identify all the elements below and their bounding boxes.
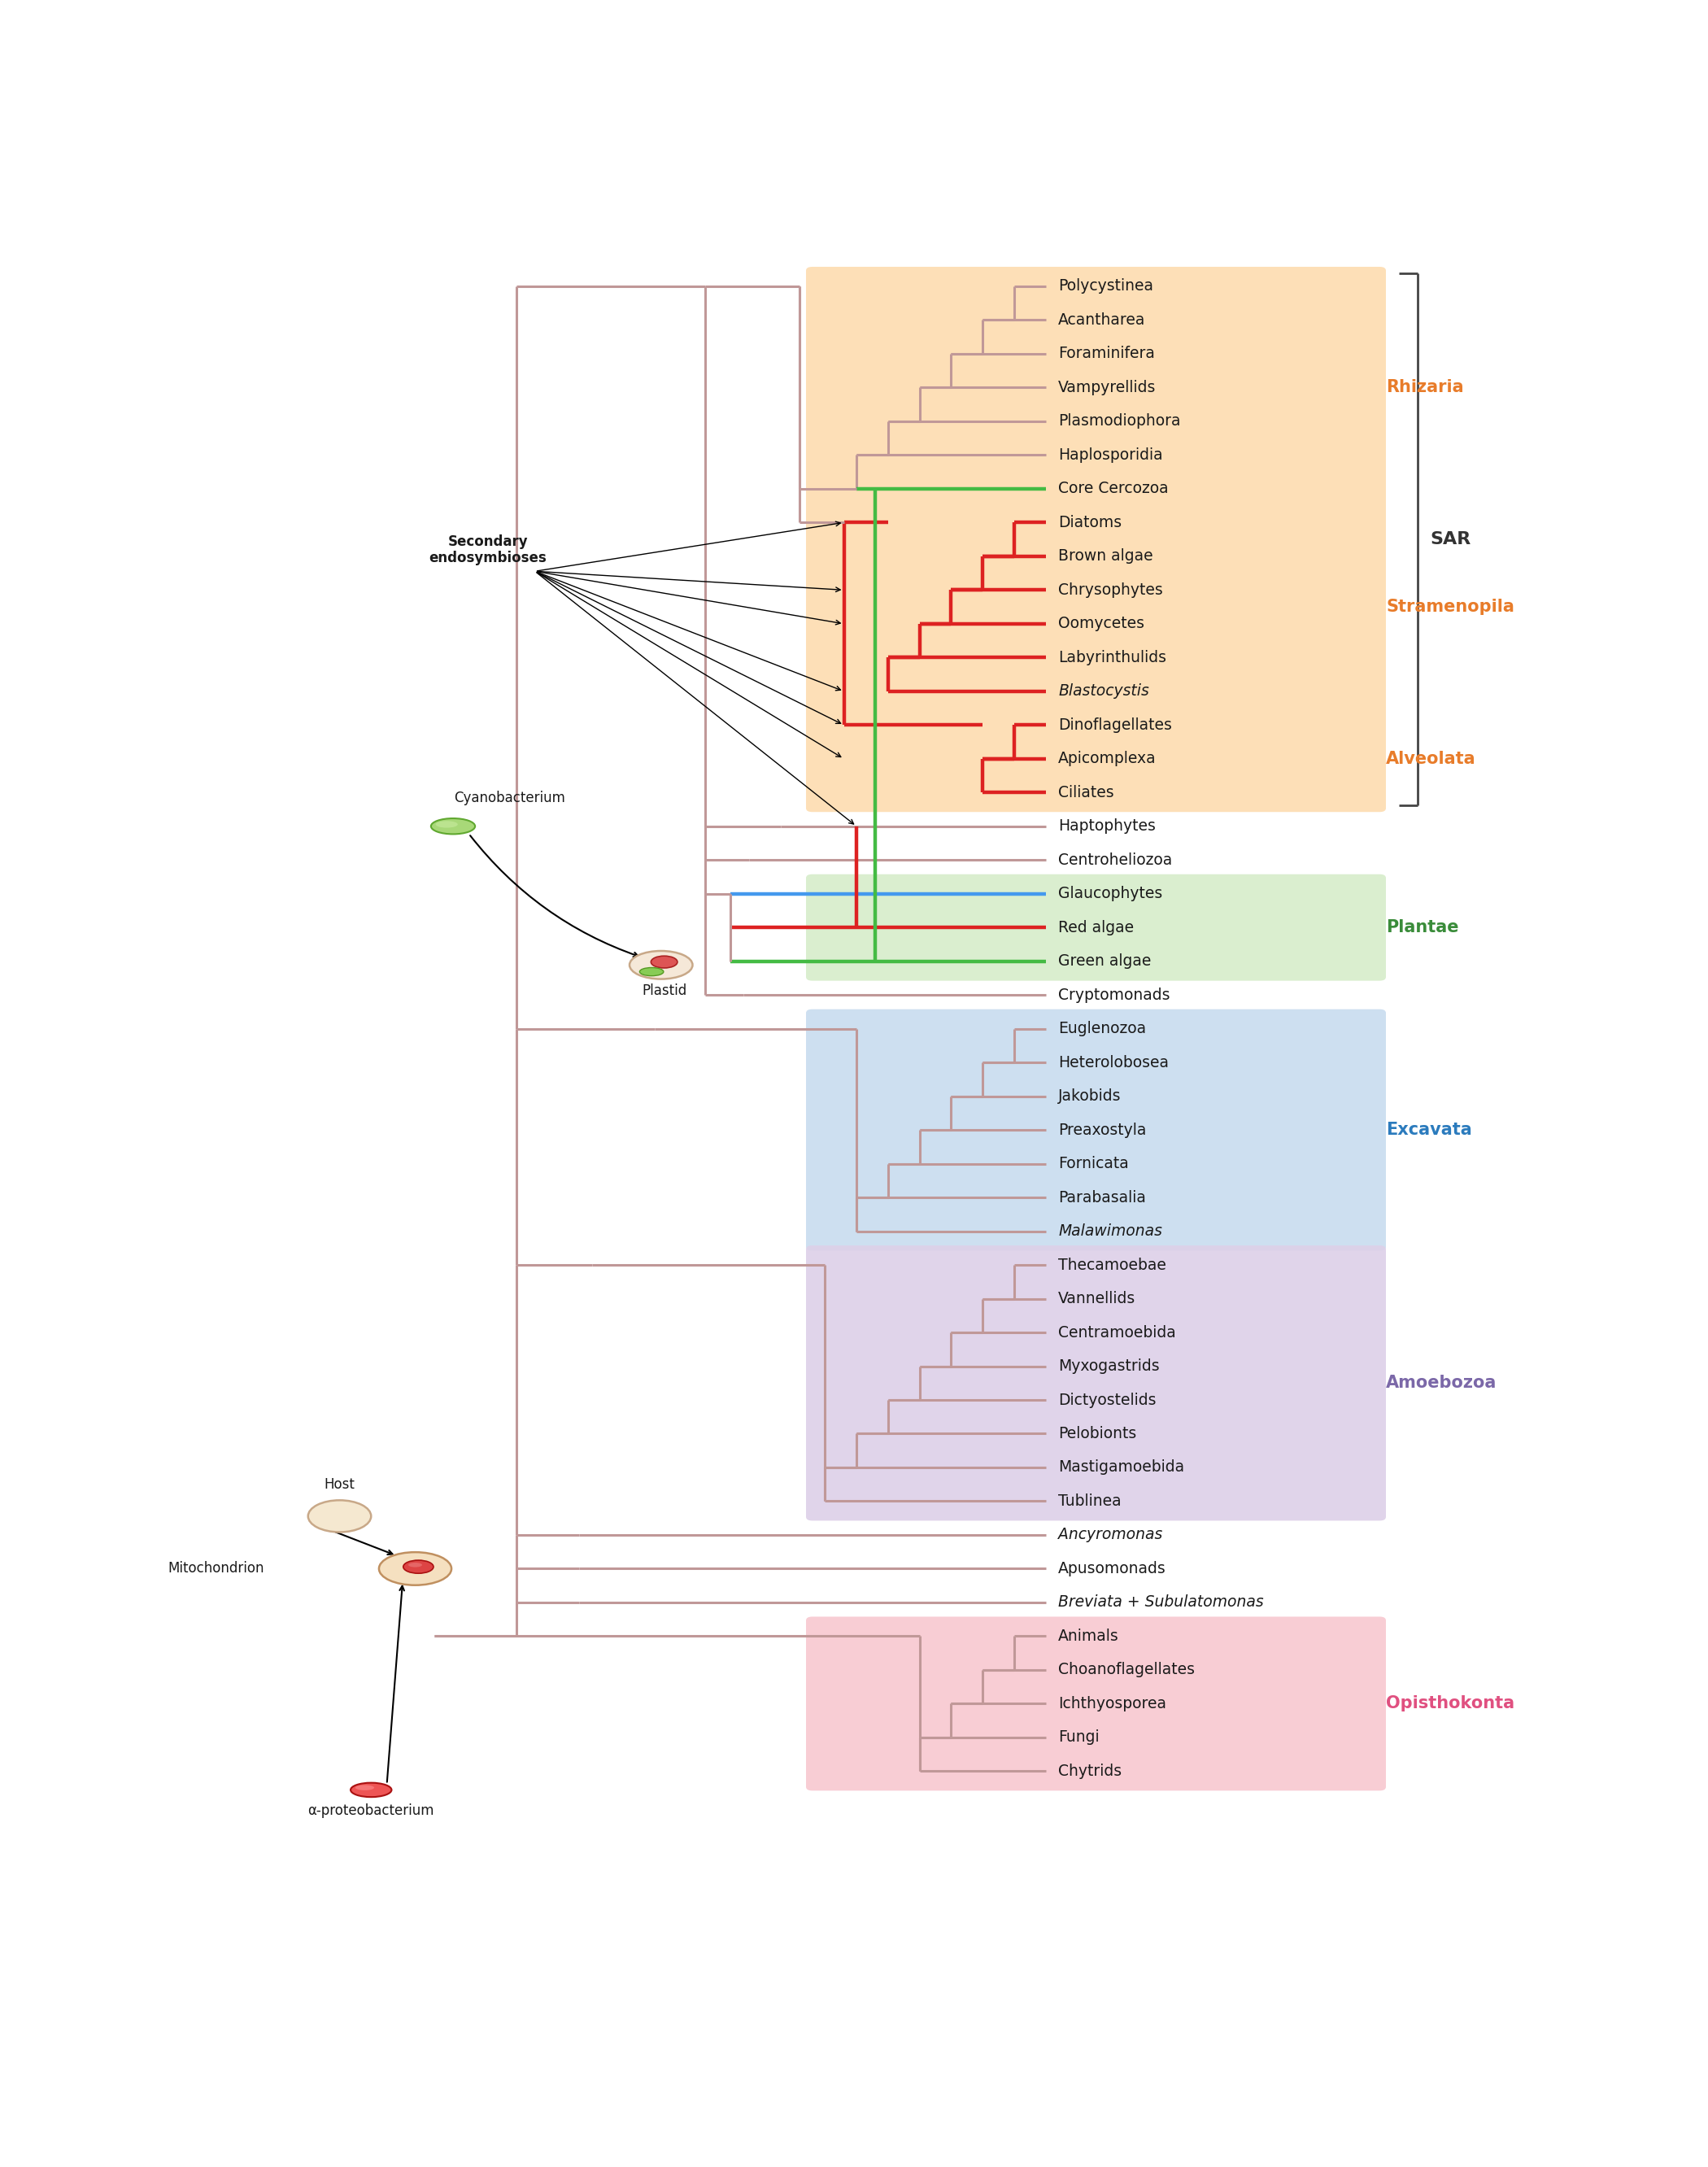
Ellipse shape bbox=[436, 821, 458, 828]
Text: Labyrinthulids: Labyrinthulids bbox=[1059, 650, 1167, 665]
Text: Mitochondrion: Mitochondrion bbox=[167, 1562, 265, 1575]
Text: Chrysophytes: Chrysophytes bbox=[1059, 583, 1163, 598]
Text: Chytrids: Chytrids bbox=[1059, 1764, 1122, 1779]
Text: Acantharea: Acantharea bbox=[1059, 312, 1146, 327]
Text: Plasmodiophora: Plasmodiophora bbox=[1059, 414, 1180, 429]
Ellipse shape bbox=[307, 1500, 371, 1532]
Text: Jakobids: Jakobids bbox=[1059, 1088, 1120, 1103]
Text: Haptophytes: Haptophytes bbox=[1059, 819, 1156, 834]
Text: SAR: SAR bbox=[1430, 531, 1471, 548]
Text: Centramoebida: Centramoebida bbox=[1059, 1324, 1175, 1339]
Text: Ciliates: Ciliates bbox=[1059, 784, 1114, 800]
Text: Stramenopila: Stramenopila bbox=[1385, 598, 1515, 615]
Ellipse shape bbox=[630, 951, 692, 979]
Text: Vannellids: Vannellids bbox=[1059, 1292, 1136, 1307]
Text: Red algae: Red algae bbox=[1059, 919, 1134, 936]
Ellipse shape bbox=[408, 1562, 422, 1567]
Text: Tublinea: Tublinea bbox=[1059, 1493, 1120, 1508]
Text: Oomycetes: Oomycetes bbox=[1059, 615, 1144, 631]
Text: Host: Host bbox=[325, 1478, 355, 1491]
Text: Malawimonas: Malawimonas bbox=[1059, 1224, 1161, 1240]
Text: Glaucophytes: Glaucophytes bbox=[1059, 886, 1163, 901]
Text: Secondary
endosymbioses: Secondary endosymbioses bbox=[429, 533, 547, 566]
Text: Polycystinea: Polycystinea bbox=[1059, 280, 1153, 295]
Text: Blastocystis: Blastocystis bbox=[1059, 683, 1149, 700]
Text: Heterolobosea: Heterolobosea bbox=[1059, 1055, 1168, 1070]
Text: Choanoflagellates: Choanoflagellates bbox=[1059, 1662, 1196, 1677]
Text: Excavata: Excavata bbox=[1385, 1123, 1472, 1138]
Text: Animals: Animals bbox=[1059, 1627, 1119, 1645]
Ellipse shape bbox=[651, 956, 678, 969]
Text: Dictyostelids: Dictyostelids bbox=[1059, 1391, 1156, 1409]
Text: Haplosporidia: Haplosporidia bbox=[1059, 446, 1163, 464]
Ellipse shape bbox=[355, 1786, 374, 1790]
Text: Foraminifera: Foraminifera bbox=[1059, 347, 1155, 362]
FancyBboxPatch shape bbox=[806, 267, 1385, 813]
Ellipse shape bbox=[639, 969, 663, 975]
Text: Breviata + Subulatomonas: Breviata + Subulatomonas bbox=[1059, 1595, 1264, 1610]
Text: Pelobionts: Pelobionts bbox=[1059, 1426, 1136, 1441]
Text: Amoebozoa: Amoebozoa bbox=[1385, 1374, 1496, 1391]
Text: Preaxostyla: Preaxostyla bbox=[1059, 1123, 1146, 1138]
Ellipse shape bbox=[350, 1783, 391, 1796]
Text: Brown algae: Brown algae bbox=[1059, 548, 1153, 563]
FancyBboxPatch shape bbox=[806, 1617, 1385, 1790]
Text: Vampyrellids: Vampyrellids bbox=[1059, 379, 1156, 394]
Text: Cryptomonads: Cryptomonads bbox=[1059, 988, 1170, 1003]
Text: Diatoms: Diatoms bbox=[1059, 516, 1122, 531]
Text: Thecamoebae: Thecamoebae bbox=[1059, 1257, 1167, 1272]
Text: Plastid: Plastid bbox=[642, 984, 687, 999]
Text: Ancyromonas: Ancyromonas bbox=[1059, 1528, 1163, 1543]
Text: α-proteobacterium: α-proteobacterium bbox=[307, 1803, 434, 1818]
Text: Parabasalia: Parabasalia bbox=[1059, 1190, 1146, 1205]
Text: Core Cercozoa: Core Cercozoa bbox=[1059, 481, 1168, 496]
Text: Opisthokonta: Opisthokonta bbox=[1385, 1695, 1515, 1712]
Text: Fungi: Fungi bbox=[1059, 1729, 1100, 1744]
FancyBboxPatch shape bbox=[806, 873, 1385, 982]
Text: Mastigamoebida: Mastigamoebida bbox=[1059, 1461, 1184, 1476]
Text: Rhizaria: Rhizaria bbox=[1385, 379, 1464, 397]
Text: Centroheliozoa: Centroheliozoa bbox=[1059, 852, 1172, 867]
Ellipse shape bbox=[430, 819, 475, 834]
FancyBboxPatch shape bbox=[806, 1246, 1385, 1521]
FancyBboxPatch shape bbox=[806, 1010, 1385, 1250]
Text: Green algae: Green algae bbox=[1059, 953, 1151, 969]
Text: Plantae: Plantae bbox=[1385, 919, 1459, 936]
Text: Ichthyosporea: Ichthyosporea bbox=[1059, 1697, 1167, 1712]
Ellipse shape bbox=[403, 1560, 434, 1573]
Text: Euglenozoa: Euglenozoa bbox=[1059, 1021, 1146, 1036]
Text: Myxogastrids: Myxogastrids bbox=[1059, 1359, 1160, 1374]
Text: Apicomplexa: Apicomplexa bbox=[1059, 752, 1156, 767]
Ellipse shape bbox=[379, 1552, 451, 1586]
Text: Alveolata: Alveolata bbox=[1385, 750, 1476, 767]
Text: Dinoflagellates: Dinoflagellates bbox=[1059, 717, 1172, 732]
Text: Fornicata: Fornicata bbox=[1059, 1155, 1129, 1172]
Text: Cyanobacterium: Cyanobacterium bbox=[454, 791, 565, 806]
Text: Apusomonads: Apusomonads bbox=[1059, 1560, 1167, 1575]
